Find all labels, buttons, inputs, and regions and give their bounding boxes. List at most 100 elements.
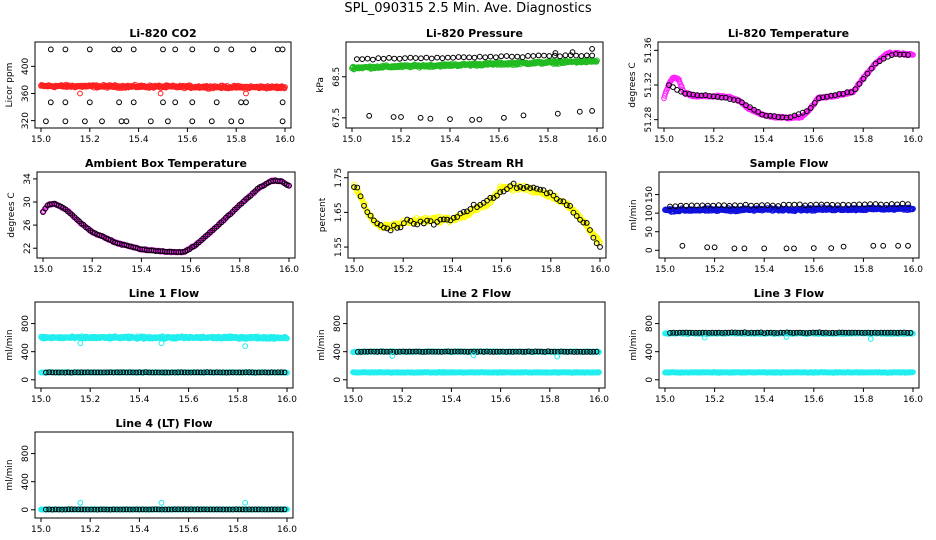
data-point <box>901 51 907 58</box>
x-tick-label: 15.6 <box>491 395 511 405</box>
data-point <box>77 90 83 97</box>
x-tick-label: 15.6 <box>179 525 199 535</box>
data-point <box>504 186 510 193</box>
data-point <box>147 118 154 125</box>
x-tick-label: 15.6 <box>489 135 509 145</box>
series-red-outliers <box>77 90 249 97</box>
data-point <box>404 216 411 223</box>
data-point <box>401 220 407 227</box>
series-low-outliers <box>366 108 595 123</box>
data-point <box>779 114 786 121</box>
x-tick-label: 16.0 <box>903 395 923 405</box>
data-point <box>165 118 171 125</box>
data-point <box>897 51 903 58</box>
data-point <box>811 100 818 106</box>
data-point <box>471 54 478 61</box>
data-point <box>816 95 822 102</box>
data-point <box>682 90 689 97</box>
data-point <box>540 187 547 194</box>
data-point <box>476 116 483 123</box>
data-point <box>702 92 709 98</box>
data-point <box>460 54 467 61</box>
data-point <box>557 198 563 205</box>
data-point <box>444 54 451 61</box>
x-tick-label: 16.0 <box>589 395 609 405</box>
data-point <box>583 220 590 226</box>
data-point <box>530 53 537 59</box>
data-point <box>828 245 835 252</box>
y-tick-label: 800 <box>21 315 31 332</box>
data-point <box>573 209 579 216</box>
x-tick-label: 15.2 <box>80 135 100 145</box>
data-point <box>520 112 527 119</box>
data-point <box>563 202 570 209</box>
panel-title: Gas Stream RH <box>430 157 523 170</box>
data-point <box>476 53 483 60</box>
data-point <box>158 340 165 347</box>
y-tick-label: 26 <box>23 219 33 231</box>
x-tick-label: 15.2 <box>705 265 725 275</box>
data-point <box>509 53 515 60</box>
data-point <box>573 52 579 59</box>
x-tick-label: 15.4 <box>129 395 149 405</box>
data-point <box>577 216 583 223</box>
data-point <box>791 201 798 208</box>
panel-title: Line 2 Flow <box>441 287 511 300</box>
y-tick-label: 22 <box>23 242 33 253</box>
series-pressure <box>349 57 600 73</box>
x-tick-label: 15.0 <box>31 525 51 535</box>
data-point <box>238 99 245 106</box>
x-tick-label: 15.4 <box>754 265 774 275</box>
x-tick-label: 15.4 <box>754 135 774 145</box>
data-point <box>482 54 489 61</box>
series-line3-lower <box>662 369 916 376</box>
data-point <box>527 185 534 192</box>
y-tick-label: 400 <box>21 343 31 360</box>
data-point <box>402 55 408 61</box>
x-tick-label: 15.4 <box>442 265 462 275</box>
data-point <box>381 224 387 231</box>
y-axis-label: kPa <box>316 77 326 93</box>
y-axis-label: ml/min <box>5 459 15 490</box>
data-point <box>455 54 462 60</box>
panel-title: Line 3 Flow <box>754 287 824 300</box>
data-point <box>62 99 69 106</box>
panel-title: Li-820 Temperature <box>728 27 849 40</box>
data-point <box>396 55 403 62</box>
data-point <box>597 244 603 250</box>
y-tick-label: 30 <box>23 196 33 208</box>
data-point <box>593 240 600 247</box>
data-point <box>583 52 590 59</box>
data-point <box>370 56 376 63</box>
x-tick-label: 15.0 <box>31 135 51 145</box>
data-point <box>427 115 434 122</box>
y-tick-label: 0 <box>21 377 31 383</box>
y-axis-label: ml/min <box>317 329 327 360</box>
data-point <box>444 216 451 223</box>
data-point <box>868 65 875 72</box>
data-point <box>430 221 437 228</box>
data-point <box>576 108 583 115</box>
data-point <box>86 99 93 106</box>
x-tick-label: 15.0 <box>342 135 362 145</box>
data-point <box>387 227 394 234</box>
data-point <box>587 227 593 233</box>
data-point <box>355 188 362 194</box>
data-point <box>730 97 737 103</box>
data-point <box>840 201 846 208</box>
x-tick-label: 15.6 <box>804 265 824 275</box>
data-point <box>726 96 733 102</box>
data-point <box>189 46 196 53</box>
data-point <box>160 99 166 106</box>
data-point <box>467 206 474 212</box>
data-point <box>860 75 867 82</box>
data-point <box>501 114 507 121</box>
y-tick-label: 0 <box>333 377 343 383</box>
data-point <box>786 201 792 208</box>
data-point <box>783 245 790 252</box>
data-point <box>116 99 122 106</box>
y-tick-label: 800 <box>21 445 31 462</box>
